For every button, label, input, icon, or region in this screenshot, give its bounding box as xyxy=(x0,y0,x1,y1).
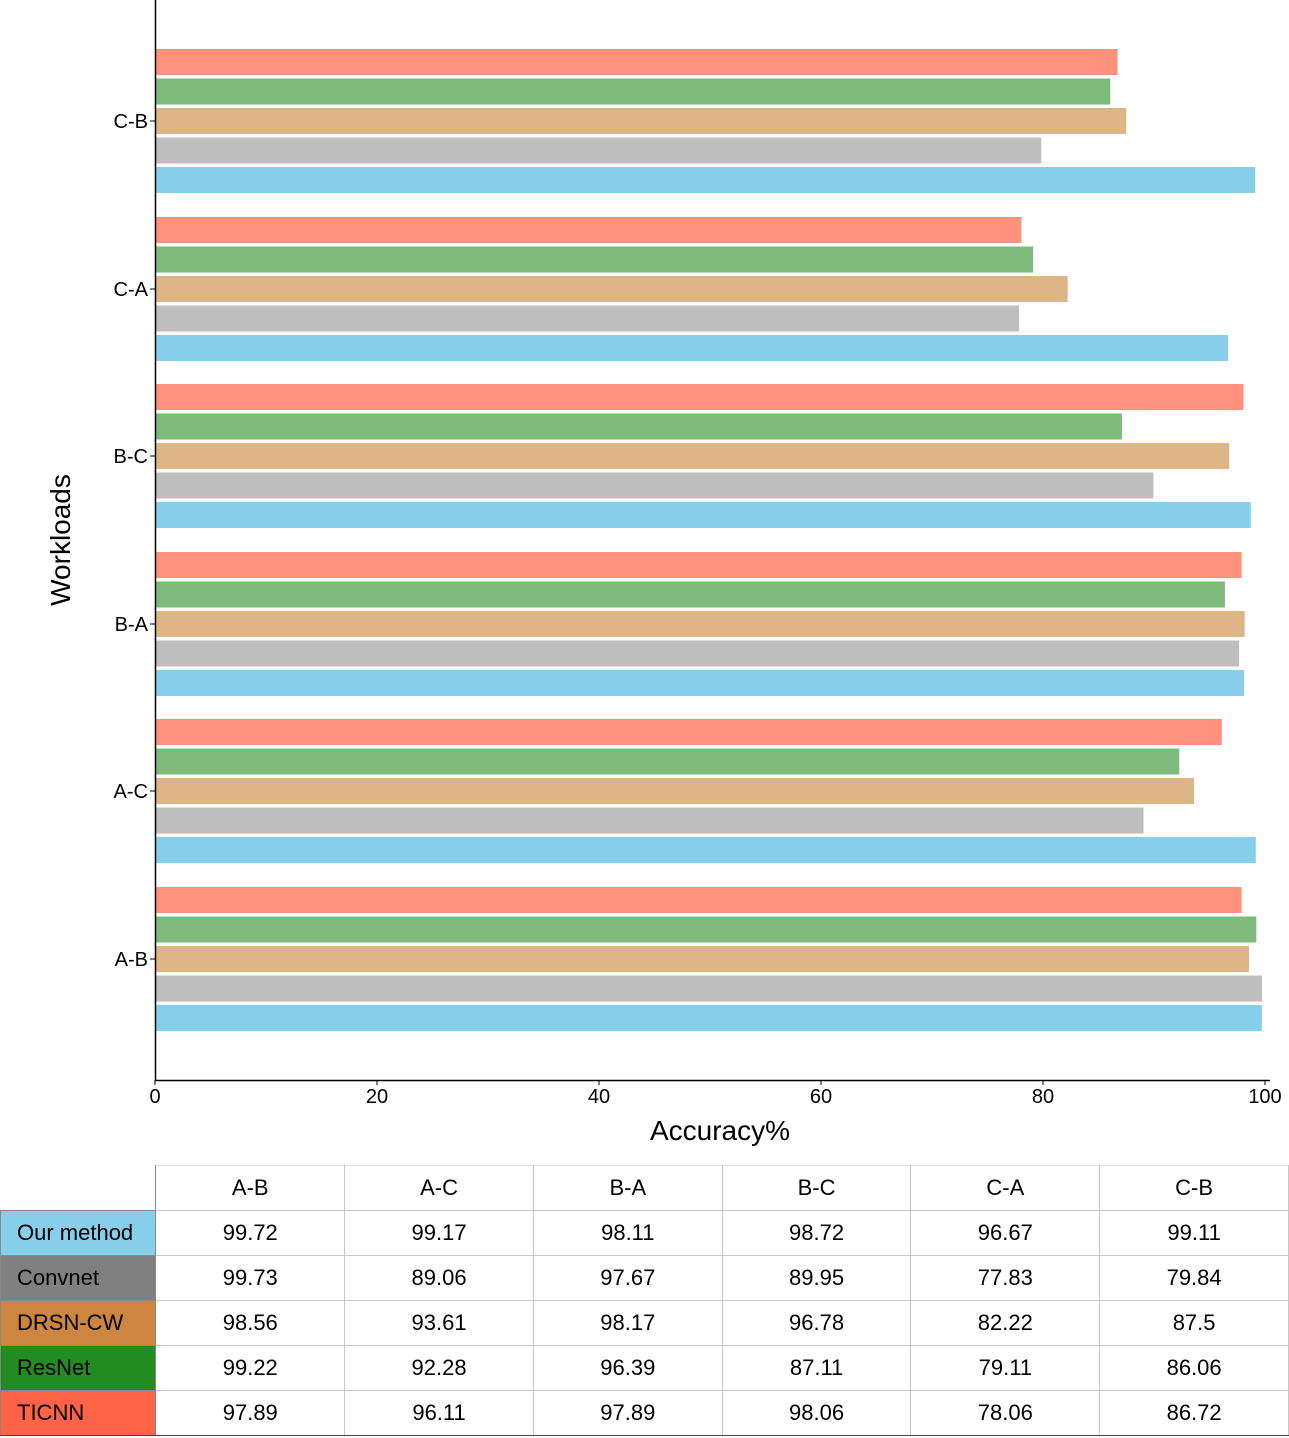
bar-a-b-convnet xyxy=(156,975,1263,1002)
table-row: TICNN 97.89 96.11 97.89 98.06 78.06 86.72 xyxy=(0,1390,1289,1436)
table-cell: 99.22 xyxy=(155,1345,346,1391)
x-tick-label: 60 xyxy=(810,1086,832,1108)
table-col-header: A-B xyxy=(155,1165,346,1211)
table-cell: 86.06 xyxy=(1099,1345,1289,1391)
table-cell: 98.06 xyxy=(721,1390,912,1436)
bar-c-b-resnet xyxy=(156,78,1111,105)
table-cell: 89.95 xyxy=(721,1255,912,1301)
table-cell: 78.06 xyxy=(910,1390,1101,1436)
table-row-label: ResNet xyxy=(0,1345,157,1391)
y-tick-label: C-A xyxy=(114,279,149,301)
bar-c-b-drsn-cw xyxy=(156,108,1127,134)
bar-b-a-our-method xyxy=(156,670,1245,696)
bar-b-c-ticnn xyxy=(156,384,1244,410)
table-corner xyxy=(0,1165,157,1211)
table-cell: 97.67 xyxy=(532,1255,723,1301)
table-cell: 96.39 xyxy=(532,1345,723,1391)
bar-a-b-resnet xyxy=(156,916,1257,943)
bar-b-c-convnet xyxy=(156,472,1154,499)
table-row: DRSN-CW 98.56 93.61 98.17 96.78 82.22 87.5 xyxy=(0,1300,1289,1346)
table-cell: 96.11 xyxy=(344,1390,534,1436)
table-cell: 98.11 xyxy=(532,1210,723,1256)
table-cell: 82.22 xyxy=(910,1300,1101,1346)
bar-c-a-our-method xyxy=(156,335,1229,361)
y-tick-label: A-C xyxy=(114,781,148,803)
bar-c-b-our-method xyxy=(156,167,1256,193)
table-row: ResNet 99.22 92.28 96.39 87.11 79.11 86.06 xyxy=(0,1345,1289,1391)
y-tick-label: A-B xyxy=(115,949,148,971)
bar-c-a-ticnn xyxy=(156,217,1022,243)
results-table: A-B A-C B-A B-C C-A C-B Our method 99.72 9… xyxy=(0,1165,1289,1436)
table-cell: 96.78 xyxy=(721,1300,912,1346)
bar-a-c-drsn-cw xyxy=(156,778,1195,804)
bar-a-c-ticnn xyxy=(156,719,1222,745)
table-cell: 98.72 xyxy=(721,1210,912,1256)
x-axis-title: Accuracy% xyxy=(650,1115,790,1146)
table-col-header: C-A xyxy=(910,1165,1101,1211)
table-col-header: A-C xyxy=(344,1165,534,1211)
table-cell: 89.06 xyxy=(344,1255,534,1301)
bar-c-a-convnet xyxy=(156,305,1019,332)
bars-group xyxy=(156,49,1263,1031)
table-cell: 99.73 xyxy=(155,1255,346,1301)
y-tick-label: B-C xyxy=(114,446,148,468)
table-cell: 79.84 xyxy=(1099,1255,1289,1301)
bar-a-b-drsn-cw xyxy=(156,946,1250,972)
table-row-label: Our method xyxy=(0,1210,157,1256)
y-tick-label: C-B xyxy=(114,111,148,133)
x-ticks-group: 0 20 40 60 80 100 xyxy=(149,1080,1282,1108)
bar-chart: 0 20 40 60 80 100 A-B A-C B-A B-C C-A C-B Accuracy… xyxy=(45,0,1282,1146)
bar-a-c-convnet xyxy=(156,807,1144,834)
bar-a-c-our-method xyxy=(156,837,1256,863)
table-cell: 97.89 xyxy=(155,1390,346,1436)
table-cell: 97.89 xyxy=(532,1390,723,1436)
bar-b-a-resnet xyxy=(156,581,1225,608)
table-row-label: TICNN xyxy=(0,1390,157,1436)
bar-a-b-our-method xyxy=(156,1005,1262,1031)
table-row: Our method 99.72 99.17 98.11 98.72 96.67 99.11 xyxy=(0,1210,1289,1256)
bar-c-a-resnet xyxy=(156,246,1034,273)
bar-b-c-resnet xyxy=(156,413,1122,440)
y-ticks-group: A-B A-C B-A B-C C-A C-B xyxy=(114,111,155,971)
table-cell: 99.17 xyxy=(344,1210,534,1256)
table-cell: 99.72 xyxy=(155,1210,346,1256)
bar-b-c-our-method xyxy=(156,502,1251,528)
x-tick-label: 80 xyxy=(1032,1086,1054,1108)
table-row-label: DRSN-CW xyxy=(0,1300,157,1346)
table-cell: 87.5 xyxy=(1099,1300,1289,1346)
table-col-header: B-C xyxy=(721,1165,912,1211)
table-cell: 86.72 xyxy=(1099,1390,1289,1436)
y-tick-label: B-A xyxy=(115,614,149,636)
x-tick-label: 0 xyxy=(149,1086,160,1108)
table-col-header: C-B xyxy=(1099,1165,1289,1211)
table-col-header: B-A xyxy=(532,1165,723,1211)
table-cell: 87.11 xyxy=(721,1345,912,1391)
table-cell: 98.17 xyxy=(532,1300,723,1346)
table-cell: 99.11 xyxy=(1099,1210,1289,1256)
bar-b-a-convnet xyxy=(156,640,1240,667)
bar-c-b-ticnn xyxy=(156,49,1118,75)
table-cell: 93.61 xyxy=(344,1300,534,1346)
table-row: Convnet 99.73 89.06 97.67 89.95 77.83 79.84 xyxy=(0,1255,1289,1301)
table-row-label: Convnet xyxy=(0,1255,157,1301)
table-cell: 96.67 xyxy=(910,1210,1101,1256)
bar-c-a-drsn-cw xyxy=(156,276,1068,302)
bar-b-c-drsn-cw xyxy=(156,443,1230,469)
table-cell: 98.56 xyxy=(155,1300,346,1346)
table-cell: 92.28 xyxy=(344,1345,534,1391)
x-tick-label: 40 xyxy=(588,1086,610,1108)
y-axis-title: Workloads xyxy=(45,474,76,606)
x-tick-label: 100 xyxy=(1248,1086,1281,1108)
bar-a-c-resnet xyxy=(156,748,1180,775)
table-header-row: A-B A-C B-A B-C C-A C-B xyxy=(0,1165,1289,1211)
x-tick-label: 20 xyxy=(366,1086,388,1108)
bar-c-b-convnet xyxy=(156,137,1042,164)
bar-a-b-ticnn xyxy=(156,887,1242,913)
table-cell: 79.11 xyxy=(910,1345,1101,1391)
bar-b-a-drsn-cw xyxy=(156,611,1245,637)
table-cell: 77.83 xyxy=(910,1255,1101,1301)
bar-b-a-ticnn xyxy=(156,552,1242,578)
